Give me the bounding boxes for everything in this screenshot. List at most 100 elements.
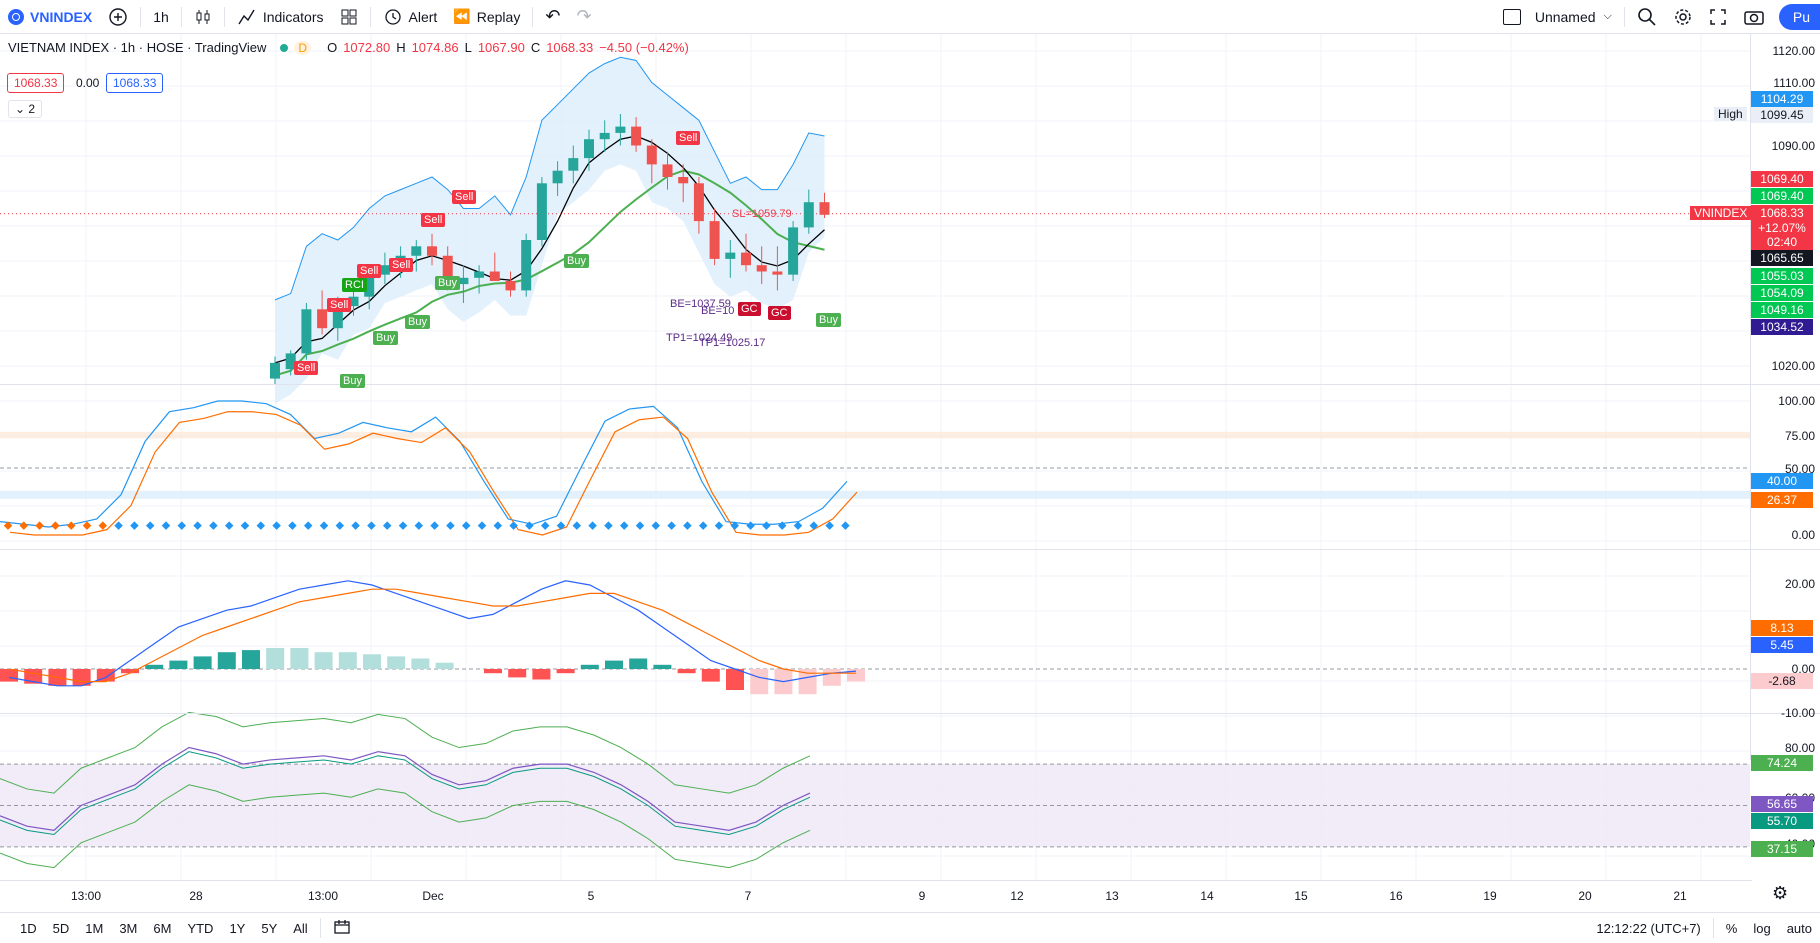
signal-diamond bbox=[572, 521, 582, 530]
range-1y-button[interactable]: 1Y bbox=[229, 920, 246, 936]
sell-signal: Sell bbox=[294, 361, 319, 375]
toolbar-divider bbox=[532, 6, 534, 27]
candle-body bbox=[317, 309, 328, 329]
date-range-button[interactable] bbox=[325, 919, 359, 938]
ask-box[interactable]: 1068.33 bbox=[106, 73, 164, 93]
log-scale-toggle[interactable]: log bbox=[1753, 920, 1771, 936]
macd-histogram-bar bbox=[556, 669, 575, 674]
macd-histogram-bar bbox=[169, 660, 188, 669]
sell-signal: Sell bbox=[421, 213, 446, 227]
price-tick: 1110.00 bbox=[1773, 76, 1815, 90]
signal-diamond bbox=[556, 521, 566, 530]
range-5d-button[interactable]: 5D bbox=[52, 920, 70, 936]
timezone-clock[interactable]: 12:12:22 (UTC+7) bbox=[1596, 920, 1701, 936]
redo-button[interactable]: ↷ bbox=[568, 0, 599, 33]
bid-box[interactable]: 1068.33 bbox=[7, 73, 65, 93]
buy-signal: Buy bbox=[435, 276, 460, 290]
replay-button[interactable]: ⏪ Replay bbox=[445, 0, 528, 33]
replay-label: Replay bbox=[476, 8, 521, 25]
fullscreen-icon bbox=[1710, 8, 1726, 25]
indicators-button[interactable]: Indicators bbox=[229, 0, 332, 33]
macd-histogram-bar bbox=[750, 669, 769, 695]
auto-scale-toggle[interactable]: auto bbox=[1786, 920, 1812, 936]
signal-diamond bbox=[414, 521, 424, 530]
high-value: 1074.86 bbox=[411, 40, 459, 55]
symbol-search-button[interactable]: VNINDEX bbox=[0, 0, 100, 33]
chart-canvas[interactable] bbox=[0, 34, 1750, 880]
candle-body bbox=[693, 183, 704, 222]
candle-body bbox=[599, 132, 610, 140]
time-tick: 21 bbox=[1673, 889, 1687, 903]
time-tick: 16 bbox=[1389, 889, 1403, 903]
undo-button[interactable]: ↶ bbox=[537, 0, 568, 33]
range-ytd-button[interactable]: YTD bbox=[187, 920, 214, 936]
templates-button[interactable] bbox=[332, 0, 366, 33]
signal-diamond bbox=[272, 521, 281, 530]
pane-divider[interactable] bbox=[0, 384, 1820, 385]
pane-divider[interactable] bbox=[0, 549, 1820, 550]
symbol-label: VNINDEX bbox=[30, 8, 93, 25]
macd-histogram-bar bbox=[532, 669, 551, 680]
alert-button[interactable]: Alert bbox=[375, 0, 446, 33]
price-tick: 1120.00 bbox=[1772, 44, 1816, 58]
range-1m-button[interactable]: 1M bbox=[85, 920, 104, 936]
macd-histogram-bar bbox=[508, 669, 527, 678]
candle-body bbox=[788, 227, 799, 275]
signal-diamond bbox=[145, 521, 155, 530]
sell-signal: Sell bbox=[452, 190, 477, 204]
interval-button[interactable]: 1h bbox=[153, 8, 169, 25]
signal-diamond bbox=[51, 521, 60, 530]
snapshot-button[interactable] bbox=[1735, 0, 1773, 33]
signal-diamond bbox=[98, 521, 108, 530]
time-axis[interactable]: 13:00 28 13:00 Dec 5 7 9 12 13 14 15 16 … bbox=[0, 880, 1752, 911]
fullscreen-button[interactable] bbox=[1701, 0, 1735, 33]
signal-diamond bbox=[509, 521, 518, 530]
macd-histogram-bar bbox=[290, 648, 309, 669]
macd-histogram-bar bbox=[484, 669, 502, 674]
legend-title[interactable]: VIETNAM INDEX · 1h · HOSE · TradingView bbox=[8, 40, 267, 55]
macd-histogram-bar bbox=[847, 669, 865, 682]
signal-diamond bbox=[841, 521, 850, 530]
signal-diamond bbox=[746, 521, 755, 530]
search-button[interactable] bbox=[1629, 0, 1665, 33]
candle-body bbox=[411, 246, 422, 256]
signal-diamond bbox=[651, 521, 661, 530]
price-axis[interactable]: 1120.00 1110.00 1090.00 1020.00 100.00 7… bbox=[1750, 34, 1820, 851]
high-tag: High bbox=[1714, 107, 1747, 121]
range-3m-button[interactable]: 3M bbox=[119, 920, 138, 936]
compare-add-button[interactable] bbox=[100, 0, 136, 33]
change-badge: +12.07% bbox=[1751, 220, 1813, 236]
macd-histogram-bar bbox=[193, 656, 212, 669]
open-value: 1072.80 bbox=[343, 40, 391, 55]
chart-type-button[interactable] bbox=[186, 0, 220, 33]
breakeven-label: BE=1037.59 bbox=[670, 298, 731, 310]
range-5y-button[interactable]: 5Y bbox=[261, 920, 278, 936]
percent-scale-toggle[interactable]: % bbox=[1725, 920, 1738, 936]
range-6m-button[interactable]: 6M bbox=[153, 920, 172, 936]
candle-body bbox=[301, 309, 312, 354]
layout-name: Unnamed bbox=[1534, 8, 1596, 25]
signal-diamond bbox=[335, 521, 345, 530]
candle-body bbox=[348, 296, 359, 307]
indicators-collapse-button[interactable]: ⌄ 2 bbox=[8, 100, 43, 118]
buy-signal: Buy bbox=[564, 254, 589, 268]
macd-signal-line bbox=[8, 588, 856, 683]
stoch-k-line bbox=[0, 400, 848, 528]
pane-divider[interactable] bbox=[0, 713, 1820, 714]
macd-histogram-bar bbox=[411, 658, 430, 669]
range-all-button[interactable]: All bbox=[293, 920, 308, 936]
candle-body bbox=[379, 265, 390, 275]
toolbar-divider bbox=[180, 6, 182, 27]
macd-histogram-bar bbox=[338, 652, 357, 669]
axis-settings-gear-icon[interactable]: ⚙ bbox=[1772, 883, 1789, 903]
macd-histogram-bar bbox=[701, 669, 720, 682]
settings-button[interactable] bbox=[1665, 0, 1701, 33]
take-profit-label: TP1=1024.49 bbox=[666, 332, 733, 344]
layout-button[interactable]: Unnamed ⌵ bbox=[1495, 0, 1620, 33]
gear-icon bbox=[1675, 8, 1691, 25]
stop-loss-label: SL=1059.79 bbox=[732, 208, 792, 220]
range-1d-button[interactable]: 1D bbox=[20, 920, 37, 936]
signal-diamond bbox=[193, 521, 202, 530]
publish-button[interactable]: Pu bbox=[1778, 3, 1820, 30]
price-badge: 1099.45 bbox=[1751, 107, 1813, 123]
